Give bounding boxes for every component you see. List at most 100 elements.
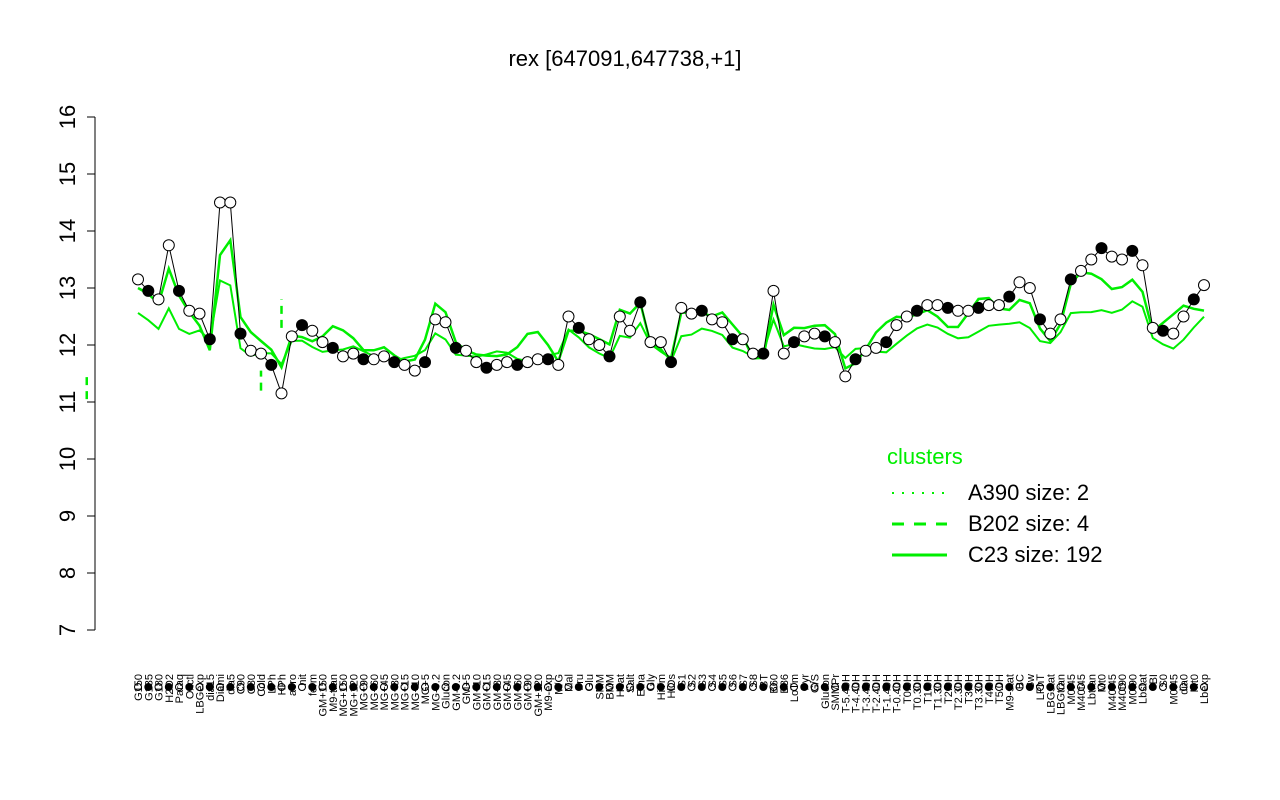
x-tick-label: BMM <box>605 674 617 700</box>
data-point <box>818 330 831 343</box>
data-point <box>1177 310 1190 323</box>
x-tick-label: Glucon <box>441 674 453 709</box>
x-tick-label: Fru <box>574 674 586 691</box>
x-tick-marker <box>984 683 993 691</box>
data-point <box>357 353 370 366</box>
x-tick-label: LBGtran <box>1056 674 1068 715</box>
y-tick-label: 15 <box>55 162 80 186</box>
data-point <box>736 333 749 346</box>
data-point <box>388 356 401 369</box>
data-point <box>613 310 626 323</box>
x-tick-label: M40t90 <box>1117 674 1129 711</box>
data-point <box>716 316 729 329</box>
x-tick-label: BT <box>758 674 770 688</box>
data-point <box>214 196 226 209</box>
x-tick-marker <box>369 683 378 691</box>
legend-label-a390: A390 size: 2 <box>968 480 1089 505</box>
data-point <box>1023 282 1036 294</box>
data-point <box>1105 250 1118 263</box>
x-tick-marker <box>554 683 563 691</box>
x-tick-marker <box>872 683 880 691</box>
x-tick-label: Etha <box>635 673 647 697</box>
data-point <box>777 347 790 360</box>
x-tick-marker <box>544 683 552 691</box>
x-tick-marker <box>1148 683 1157 691</box>
data-point <box>255 347 267 360</box>
x-tick-marker <box>298 683 306 691</box>
x-tick-marker <box>738 683 747 691</box>
x-tick-marker <box>1169 683 1178 691</box>
x-tick-marker <box>1066 683 1075 691</box>
y-tick-label: 16 <box>55 105 80 129</box>
data-point <box>1157 324 1169 337</box>
data-point <box>203 333 216 346</box>
x-tick-label: S5 <box>717 674 729 687</box>
data-point <box>644 336 657 349</box>
x-tick-label: T3.30H <box>974 674 986 710</box>
x-tick-marker <box>246 683 255 691</box>
x-tick-marker <box>605 683 614 691</box>
x-tick-marker <box>677 683 686 691</box>
x-tick-label: GM+120 <box>533 674 545 717</box>
y-tick-label: 8 <box>55 567 80 579</box>
x-tick-marker <box>349 683 358 691</box>
data-point <box>572 321 585 334</box>
x-tick-marker <box>175 683 183 691</box>
x-tick-marker <box>1138 683 1147 691</box>
data-point <box>429 313 442 326</box>
x-tick-label: M0t45 <box>1168 674 1180 705</box>
x-tick-label: B60 <box>769 674 781 694</box>
data-point <box>296 319 308 332</box>
x-tick-marker <box>1107 683 1116 691</box>
x-tick-label: GM-0.2 <box>451 674 463 711</box>
x-tick-label: Glucon <box>820 674 832 709</box>
x-tick-marker <box>380 683 388 691</box>
data-point <box>859 344 872 357</box>
x-tick-label: GM+5 <box>461 674 473 704</box>
data-point <box>419 356 431 369</box>
x-tick-marker <box>810 683 819 691</box>
data-point <box>449 341 462 354</box>
x-tick-marker <box>390 683 399 691</box>
x-tick-label: Lbtran <box>1086 674 1098 705</box>
x-tick-label: LoTm <box>789 674 801 702</box>
data-point <box>706 313 718 326</box>
x-tick-marker <box>1005 683 1014 691</box>
x-tick-label: Salt <box>625 674 637 693</box>
x-tick-label: MG+90 <box>359 674 371 710</box>
data-point <box>193 307 206 320</box>
data-point <box>962 304 975 317</box>
x-tick-marker <box>216 683 224 691</box>
x-tick-label: T5.0H <box>994 674 1006 704</box>
x-tick-marker <box>431 683 440 691</box>
data-point <box>634 296 647 309</box>
data-point <box>408 364 421 377</box>
x-tick-label: dia5 <box>225 674 237 695</box>
x-tick-marker <box>574 683 583 691</box>
data-point <box>1136 259 1149 272</box>
x-tick-label: Pyr <box>799 674 811 691</box>
x-tick-label: BC <box>1015 674 1027 689</box>
y-tick-label: 14 <box>55 219 80 243</box>
x-tick-marker <box>790 683 798 691</box>
data-point <box>788 336 800 349</box>
data-point <box>603 350 616 363</box>
data-point <box>624 324 636 337</box>
x-tick-label: S1 <box>676 674 688 687</box>
x-tick-marker <box>533 683 542 691</box>
x-tick-label: G150 <box>133 674 145 701</box>
x-tick-marker <box>1128 683 1137 691</box>
x-tick-marker <box>995 683 1003 691</box>
x-tick-marker <box>308 683 317 691</box>
x-tick-label: Cold <box>256 674 268 697</box>
x-tick-marker <box>144 683 153 691</box>
data-point <box>921 299 934 312</box>
data-point <box>726 333 739 346</box>
x-tick-marker <box>1189 683 1198 691</box>
x-tick-label: T0.0H <box>902 674 914 704</box>
x-tick-label: Mt0 <box>1189 674 1201 692</box>
x-tick-label: dia0 <box>1179 674 1191 695</box>
x-tick-label: S6 <box>728 674 740 687</box>
x-tick-label: G/S <box>810 674 822 693</box>
